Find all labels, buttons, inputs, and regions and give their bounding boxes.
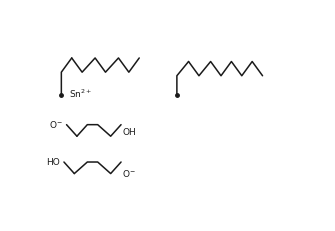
Text: HO: HO	[46, 158, 60, 167]
Text: OH: OH	[122, 128, 136, 137]
Text: O$^{-}$: O$^{-}$	[122, 168, 136, 179]
Text: Sn$^{2+}$: Sn$^{2+}$	[69, 87, 92, 100]
Text: O$^{-}$: O$^{-}$	[49, 119, 63, 130]
